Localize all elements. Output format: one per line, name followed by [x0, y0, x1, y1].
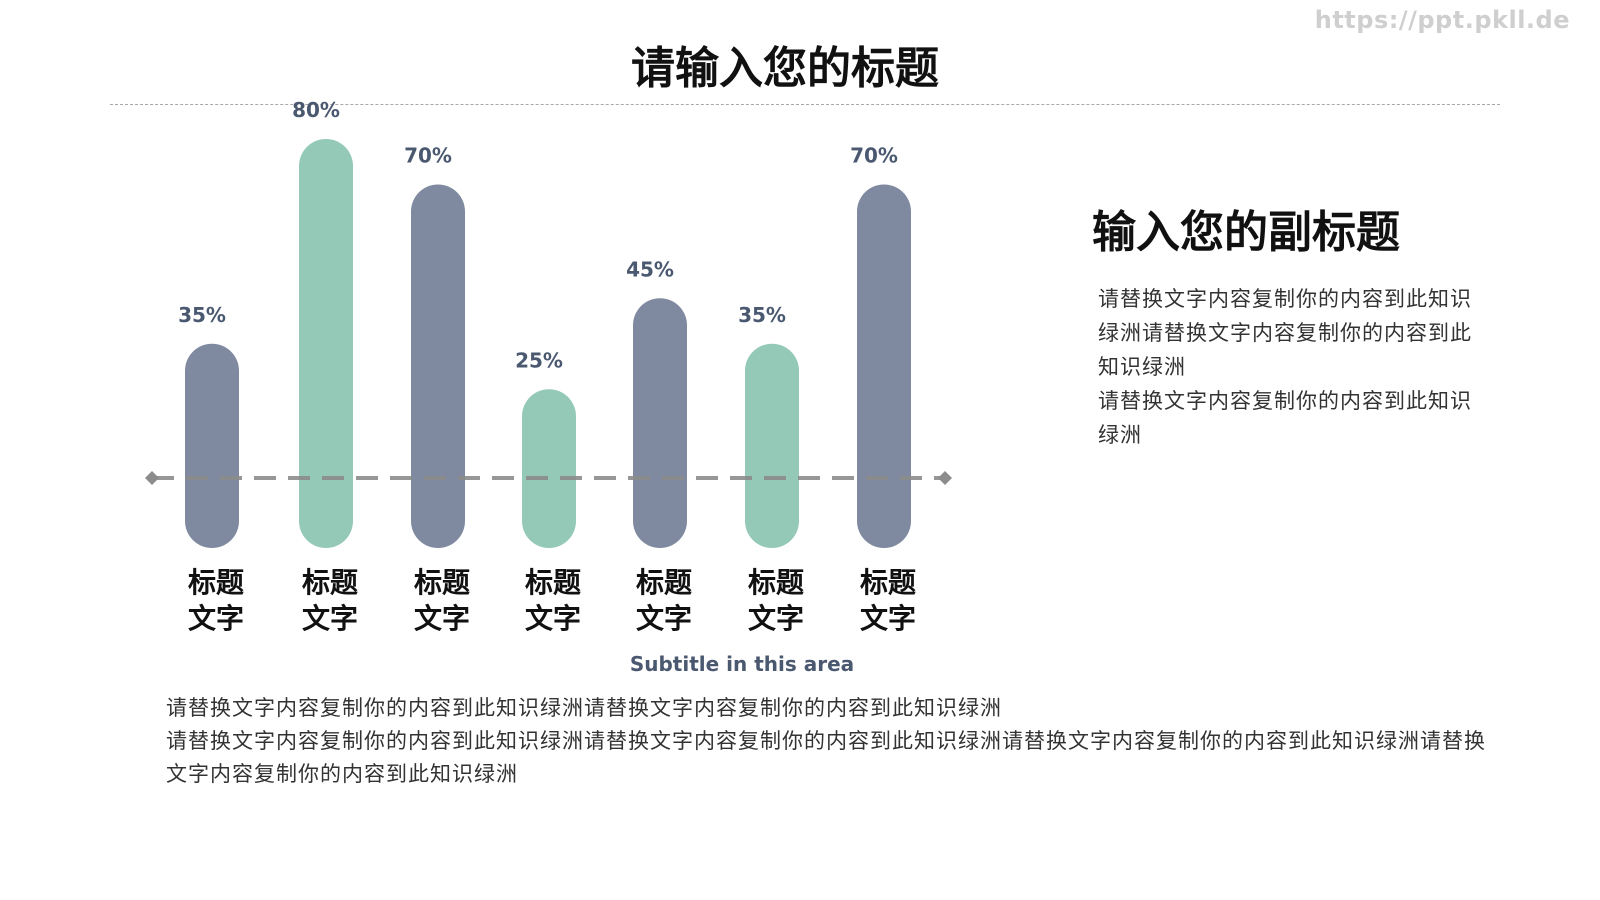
bar-value-label: 45%	[626, 257, 674, 281]
category-label: 标题	[525, 566, 581, 599]
category-label: 文字	[188, 602, 244, 635]
category-label: 文字	[748, 602, 804, 635]
bar-value-label: 35%	[178, 303, 226, 327]
description-right: 请替换文字内容复制你的内容到此知识绿洲请替换文字内容复制你的内容到此知识绿洲 请…	[1098, 282, 1478, 452]
description-bottom: 请替换文字内容复制你的内容到此知识绿洲请替换文字内容复制你的内容到此知识绿洲 请…	[166, 692, 1486, 791]
bars-layer	[185, 139, 911, 548]
bar-value-label: 70%	[850, 144, 898, 168]
category-label: 文字	[636, 602, 692, 635]
category-label: 文字	[302, 602, 358, 635]
bar-6	[745, 343, 799, 548]
description-bottom-line: 请替换文字内容复制你的内容到此知识绿洲请替换文字内容复制你的内容到此知识绿洲请替…	[166, 729, 1486, 786]
page-title: 请输入您的标题	[631, 43, 939, 94]
bar-7	[857, 184, 911, 548]
bar-chart: 35%标题文字80%标题文字70%标题文字25%标题文字45%标题文字35%标题…	[145, 98, 952, 635]
category-label: 标题	[414, 566, 470, 599]
chart-caption: Subtitle in this area	[629, 652, 855, 676]
category-label: 标题	[860, 566, 916, 599]
bar-value-label: 80%	[292, 98, 340, 122]
title-divider	[110, 104, 1500, 105]
bar-2	[299, 139, 353, 548]
bar-value-label: 25%	[515, 348, 563, 372]
category-label: 文字	[414, 602, 470, 635]
diamond-marker-left	[145, 471, 159, 485]
bar-value-label: 35%	[738, 303, 786, 327]
description-bottom-line: 请替换文字内容复制你的内容到此知识绿洲请替换文字内容复制你的内容到此知识绿洲	[166, 696, 1002, 720]
bar-3	[411, 184, 465, 548]
bar-value-label: 70%	[404, 144, 452, 168]
watermark-url: https://ppt.pkll.de	[1314, 6, 1570, 34]
category-label: 标题	[188, 566, 244, 599]
category-label: 文字	[525, 602, 581, 635]
category-label: 标题	[748, 566, 804, 599]
category-label: 标题	[636, 566, 692, 599]
bar-1	[185, 343, 239, 548]
category-label: 标题	[302, 566, 358, 599]
section-subtitle: 输入您的副标题	[1092, 207, 1400, 258]
category-label: 文字	[860, 602, 916, 635]
labels-layer: 35%标题文字80%标题文字70%标题文字25%标题文字45%标题文字35%标题…	[178, 98, 916, 635]
description-right-line: 请替换文字内容复制你的内容到此知识绿洲请替换文字内容复制你的内容到此知识绿洲	[1098, 287, 1472, 379]
bar-4	[522, 389, 576, 548]
bar-5	[633, 298, 687, 548]
description-right-line: 请替换文字内容复制你的内容到此知识绿洲	[1098, 389, 1472, 447]
diamond-marker-right	[938, 471, 952, 485]
